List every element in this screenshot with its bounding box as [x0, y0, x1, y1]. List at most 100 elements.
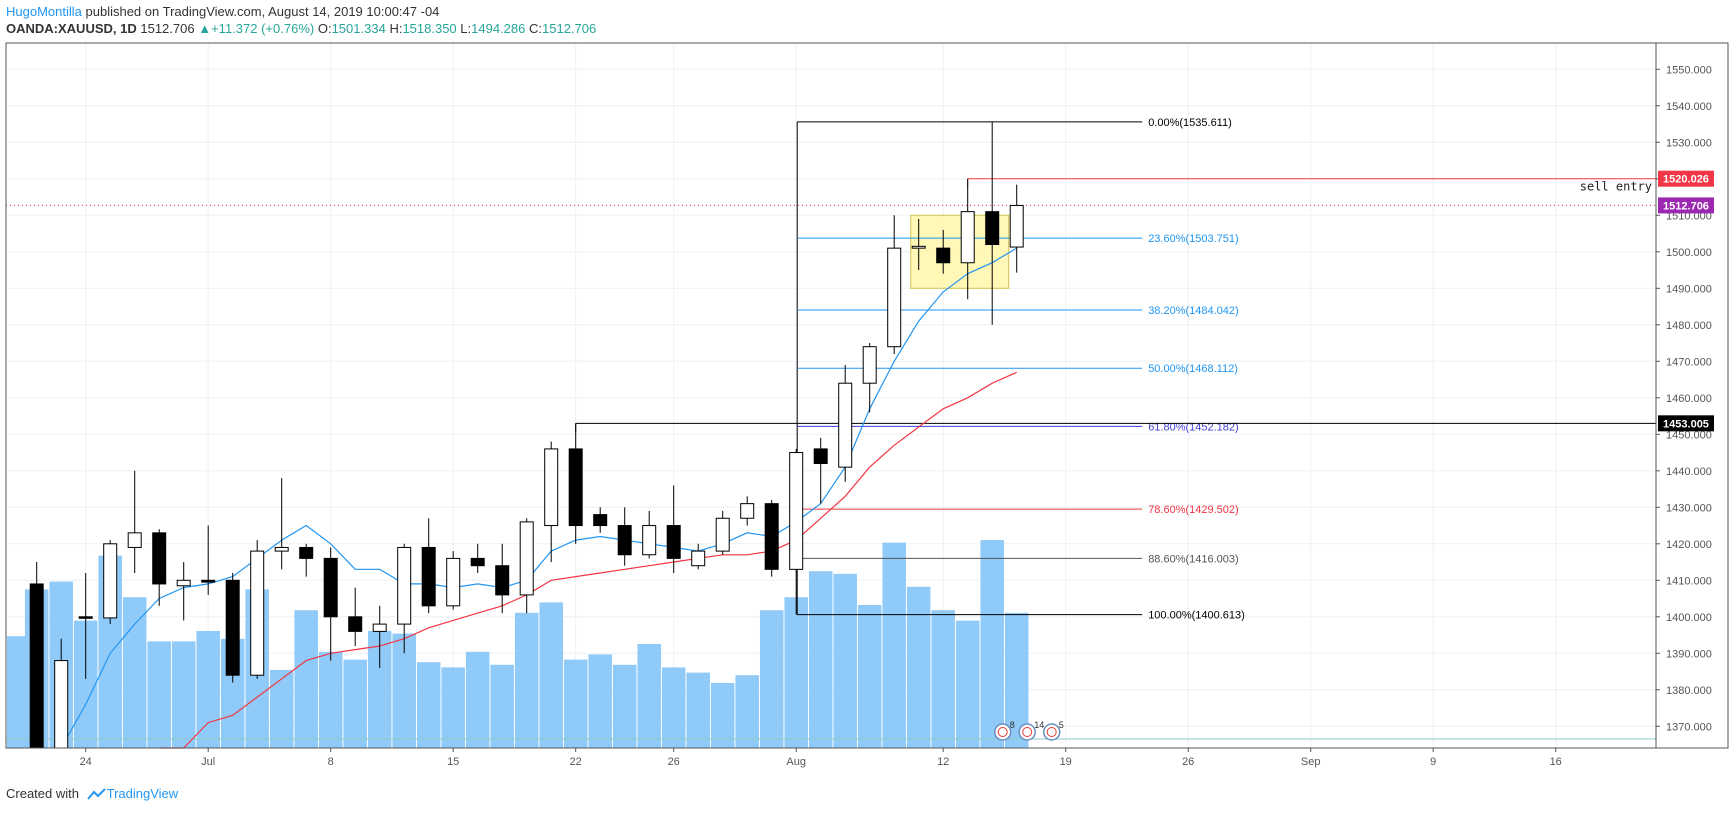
price-tag-label: 1520.026 — [1663, 174, 1709, 186]
high-label: H: — [389, 21, 403, 36]
event-flag-inner — [997, 727, 1008, 737]
candle-body — [470, 557, 485, 567]
event-flag-icon — [993, 723, 1012, 741]
last-price-label: 1512.706 — [1663, 200, 1709, 212]
candle-body — [176, 579, 191, 587]
candle-body — [862, 346, 877, 384]
price-tick-label: 1400.000 — [1666, 612, 1712, 624]
candlesticks — [29, 121, 1024, 749]
candle-body — [372, 623, 387, 632]
candle-body — [201, 579, 216, 583]
footer: Created with TradingView — [6, 786, 178, 801]
price-tick-label: 1430.000 — [1666, 502, 1712, 514]
candle-body — [960, 211, 975, 264]
price-tag — [1658, 170, 1714, 187]
volume-bar — [122, 597, 147, 748]
candle-body — [446, 557, 461, 607]
volume-bar — [416, 662, 441, 748]
price-tick-label: 1390.000 — [1666, 648, 1712, 660]
event-count: 8 — [1010, 720, 1015, 730]
candle-body — [666, 525, 681, 559]
last-price: 1512.706 — [140, 21, 195, 36]
price-tick-label: 1470.000 — [1666, 356, 1712, 368]
volume-bar — [784, 597, 808, 748]
time-tick-label: Sep — [1301, 756, 1321, 768]
event-count: 5 — [1059, 720, 1064, 730]
volume-bar — [588, 654, 612, 748]
author-link[interactable]: HugoMontilla — [6, 4, 82, 19]
time-axis: 24 Jul 8 15 22 26 Aug 12 19 26 Sep 9 16 — [80, 748, 1562, 768]
fib-level-label: 100.00%(1400.613) — [1148, 610, 1245, 622]
candle-body — [29, 583, 44, 749]
drawn-lines: 0.00%(1535.611) 23.60%(1503.751) 38.20%(14… — [6, 117, 1656, 622]
volume-bar — [294, 610, 318, 748]
price-tick-label: 1490.000 — [1666, 283, 1712, 295]
candle-body — [152, 532, 167, 585]
price-tick-label: 1440.000 — [1666, 466, 1712, 478]
event-flag-inner — [1046, 727, 1057, 737]
candle-body — [78, 616, 93, 619]
candle-body — [887, 247, 902, 348]
time-tick-label: 26 — [668, 756, 680, 768]
candle-body — [274, 546, 289, 552]
candle-body — [568, 448, 583, 527]
tradingview-link[interactable]: TradingView — [106, 786, 179, 801]
volume-bar — [735, 675, 759, 748]
volume-bar — [196, 631, 220, 748]
volume-bar — [7, 636, 31, 748]
price-tick-label: 1380.000 — [1666, 685, 1712, 697]
low-value: 1494.286 — [471, 21, 526, 36]
candle-body — [691, 550, 706, 567]
ohlc-legend: OANDA:XAUUSD, 1D 1512.706 ▲+11.372 (+0.7… — [6, 21, 596, 36]
high-value: 1518.350 — [402, 21, 457, 36]
candle-body — [740, 503, 755, 519]
candle-body — [715, 517, 730, 552]
time-tick-label: 16 — [1550, 756, 1562, 768]
candle-body — [299, 546, 314, 559]
time-tick-label: 19 — [1060, 756, 1072, 768]
up-arrow-icon: ▲ — [198, 21, 212, 36]
price-tick-label: 1480.000 — [1666, 320, 1712, 332]
fib-level-label: 61.80%(1452.182) — [1148, 421, 1239, 433]
candle-body — [250, 550, 265, 676]
event-count: 14 — [1034, 720, 1044, 730]
candle-body — [397, 546, 412, 625]
volume-bar — [906, 586, 931, 748]
price-tick-label: 1530.000 — [1666, 137, 1712, 149]
volume-bar — [539, 602, 563, 748]
candle-body — [764, 503, 779, 570]
volume-bar — [392, 633, 416, 748]
time-tick-label: 9 — [1430, 756, 1436, 768]
volume-bar — [661, 667, 686, 748]
price-tag — [1658, 415, 1714, 432]
open-label: O: — [317, 21, 332, 36]
created-with-text: Created with — [6, 786, 79, 801]
volume-bar — [465, 651, 490, 748]
moving-averages — [60, 247, 1018, 749]
tradingview-logo-icon — [86, 788, 106, 800]
volume-bar — [343, 659, 367, 748]
candle-body — [985, 211, 1000, 245]
publish-info: HugoMontilla published on TradingView.co… — [6, 4, 439, 19]
volume-bars — [6, 540, 1656, 748]
candle-body — [642, 525, 657, 556]
volume-bar — [171, 641, 196, 748]
candle-body — [54, 660, 69, 749]
symbol-label: OANDA:XAUUSD, 1D — [6, 21, 137, 36]
candle-body — [1009, 204, 1024, 248]
volume-bar — [318, 651, 343, 748]
candle-body — [495, 565, 510, 596]
price-tick-label: 1410.000 — [1666, 575, 1712, 587]
volume-bar — [833, 573, 857, 748]
volume-bar — [686, 672, 710, 748]
price-tick-label: 1500.000 — [1666, 247, 1712, 259]
last-price-tag — [1658, 197, 1714, 214]
time-tick-label: 22 — [570, 756, 582, 768]
candle-body — [936, 247, 951, 264]
open-value: 1501.334 — [331, 21, 386, 36]
price-axis: 1370.000 1380.000 1390.000 1400.000 1410.000… — [1656, 64, 1714, 733]
candle-body — [593, 514, 608, 527]
ma-slow-line — [159, 371, 1017, 749]
fib-level-label: 50.00%(1468.112) — [1148, 363, 1238, 375]
